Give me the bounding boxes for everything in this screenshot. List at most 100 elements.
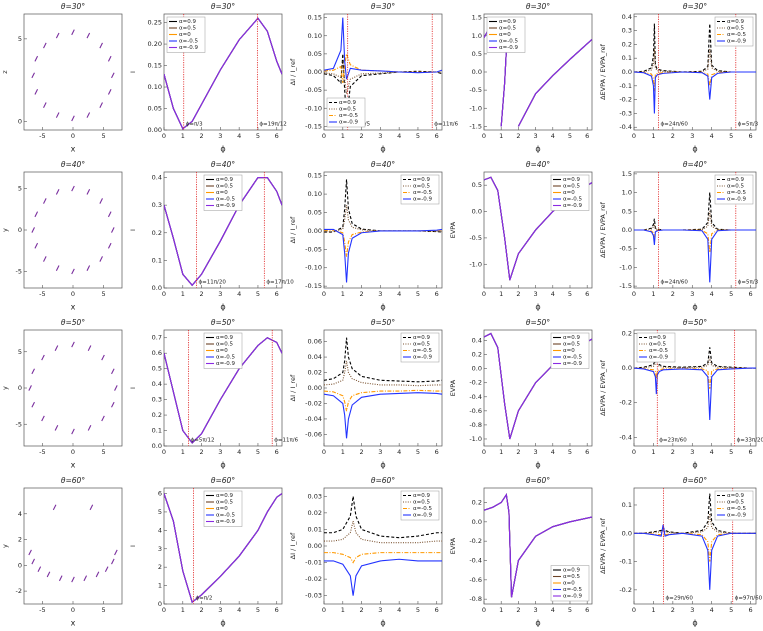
polarization-tick bbox=[87, 345, 92, 351]
y-tick-label: 0.2 bbox=[472, 499, 482, 507]
series-line bbox=[634, 532, 756, 562]
legend-label: α=0.9 bbox=[339, 100, 356, 106]
x-tick-label: 0 bbox=[322, 448, 326, 456]
series-line bbox=[324, 229, 442, 257]
legend-label: α=-0.5 bbox=[563, 587, 582, 593]
legend-label: α=0.5 bbox=[727, 184, 744, 190]
legend-label: α=-0.9 bbox=[727, 39, 746, 45]
y-tick-label: 0.2 bbox=[472, 351, 482, 359]
y-tick-label: 0.00 bbox=[308, 384, 322, 392]
polarization-tick bbox=[86, 112, 91, 118]
polarization-tick bbox=[43, 256, 47, 262]
x-tick-label: 4 bbox=[551, 606, 555, 614]
y-tick-label: -5 bbox=[16, 267, 22, 275]
polarization-tick bbox=[41, 354, 45, 361]
y-tick-label: 0.15 bbox=[308, 14, 322, 22]
y-tick-label: -0.1 bbox=[619, 558, 632, 566]
x-tick-label: 0 bbox=[632, 606, 636, 614]
y-tick-label: 0.0 bbox=[622, 529, 632, 537]
x-tick-label: 3 bbox=[534, 290, 538, 298]
x-tick-label: 2 bbox=[360, 290, 364, 298]
polarization-tick bbox=[114, 549, 118, 556]
legend-label: α=-0.9 bbox=[727, 513, 746, 519]
x-tick-label: 4 bbox=[551, 132, 555, 140]
polarization-tick bbox=[31, 227, 35, 233]
x-tick-label: 4 bbox=[237, 132, 241, 140]
polarization-tick bbox=[34, 211, 39, 218]
legend-label: α=-0.5 bbox=[727, 190, 746, 196]
x-tick-label: 0 bbox=[632, 290, 636, 298]
x-tick-label: 3 bbox=[690, 448, 694, 456]
panel-title: θ=40° bbox=[371, 160, 395, 169]
legend: α=0.9α=0.5α=-0.5α=-0.9 bbox=[400, 490, 440, 521]
legend-label: α=0.5 bbox=[649, 342, 666, 348]
y-tick-label: 0.00 bbox=[308, 68, 322, 76]
x-tick-label: 3 bbox=[534, 132, 538, 140]
polarization-tick bbox=[31, 368, 35, 375]
y-tick-label: 0.3 bbox=[152, 201, 162, 209]
x-tick-label: 1 bbox=[499, 606, 503, 614]
polarization-tick bbox=[111, 227, 115, 233]
y-axis-label: ΔI / I_ref bbox=[289, 216, 297, 243]
legend-label: α=0.9 bbox=[563, 568, 580, 574]
y-axis-label: ΔEVPA / EVPA_ref bbox=[599, 517, 607, 574]
x-tick-label: 1 bbox=[651, 448, 655, 456]
y-tick-label: 0.02 bbox=[308, 369, 322, 377]
x-axis-label: ϕ bbox=[380, 619, 385, 628]
y-tick-label: 0.10 bbox=[148, 83, 162, 91]
x-axis-label: ϕ bbox=[220, 303, 225, 312]
y-tick-label: 0.03 bbox=[308, 492, 322, 500]
y-tick-label: 0.0 bbox=[472, 208, 482, 216]
panel: θ=40° ϕ ΔI / I_ref 0 1 2 3 4 5 6 -0.15 -0.10 -0.05 0.… bbox=[289, 160, 443, 312]
x-tick-label: 1 bbox=[499, 290, 503, 298]
series-line bbox=[634, 524, 756, 590]
x-tick-label: 1 bbox=[651, 132, 655, 140]
legend: α=0.9α=0.5α=0α=-0.5α=-0.9 bbox=[166, 16, 206, 53]
x-tick-label: 3 bbox=[378, 290, 382, 298]
legend-label: α=0.9 bbox=[649, 335, 666, 341]
series-line bbox=[324, 61, 442, 94]
x-tick-label: 2 bbox=[671, 606, 675, 614]
panel-title: θ=50° bbox=[371, 318, 395, 327]
x-tick-label: 0 bbox=[482, 132, 486, 140]
polarization-tick bbox=[34, 89, 39, 95]
y-tick-label: -0.2 bbox=[469, 537, 482, 545]
y-tick-label: 1.5 bbox=[472, 14, 482, 22]
polarization-tick bbox=[46, 571, 51, 578]
annotation-label: ϕ=19π/12 bbox=[259, 122, 286, 128]
polarization-tick bbox=[107, 211, 112, 218]
y-tick-label: 0.4 bbox=[472, 337, 482, 345]
x-tick-label: 0 bbox=[322, 290, 326, 298]
x-tick-label: 5 bbox=[729, 132, 733, 140]
plot-frame bbox=[483, 171, 593, 289]
annotation-label: ϕ=97π/60 bbox=[735, 596, 763, 602]
panel: θ=30° ϕ I 0 1 2 3 4 5 6 0.00 0.05 0.10 0.15 0.20 0.25 ϕ=… bbox=[129, 2, 287, 154]
legend: α=0.9α=0.5α=0α=-0.5α=-0.9 bbox=[203, 332, 243, 369]
x-tick-label: 1 bbox=[181, 448, 185, 456]
y-tick-label: -2 bbox=[16, 587, 22, 595]
x-tick-label: 4 bbox=[710, 606, 714, 614]
polarization-tick bbox=[71, 341, 75, 348]
polarization-tick bbox=[55, 265, 60, 271]
x-tick-label: 2 bbox=[516, 290, 520, 298]
y-tick-label: 0 bbox=[158, 600, 162, 608]
x-tick-label: 4 bbox=[551, 448, 555, 456]
x-axis-label: ϕ bbox=[692, 145, 697, 154]
polarization-tick bbox=[111, 401, 115, 408]
y-tick-label: 0.02 bbox=[308, 509, 322, 517]
polarization-tick bbox=[99, 42, 103, 49]
x-tick-label: 1 bbox=[181, 132, 185, 140]
series-line bbox=[634, 355, 756, 369]
polarization-tick bbox=[58, 575, 63, 582]
panel-title: θ=30° bbox=[61, 2, 85, 11]
legend: α=0.9α=0.5α=0α=-0.5α=-0.9 bbox=[203, 174, 243, 211]
legend-label: α=0.5 bbox=[727, 26, 744, 32]
y-tick-label: -1.0 bbox=[619, 263, 632, 271]
y-tick-label: -0.6 bbox=[469, 576, 482, 584]
annotation-label: ϕ=33π/20 bbox=[737, 438, 763, 444]
x-tick-label: 6 bbox=[275, 448, 279, 456]
polarization-tick bbox=[52, 504, 57, 511]
x-tick-label: 3 bbox=[218, 132, 222, 140]
x-axis-label: ϕ bbox=[692, 619, 697, 628]
